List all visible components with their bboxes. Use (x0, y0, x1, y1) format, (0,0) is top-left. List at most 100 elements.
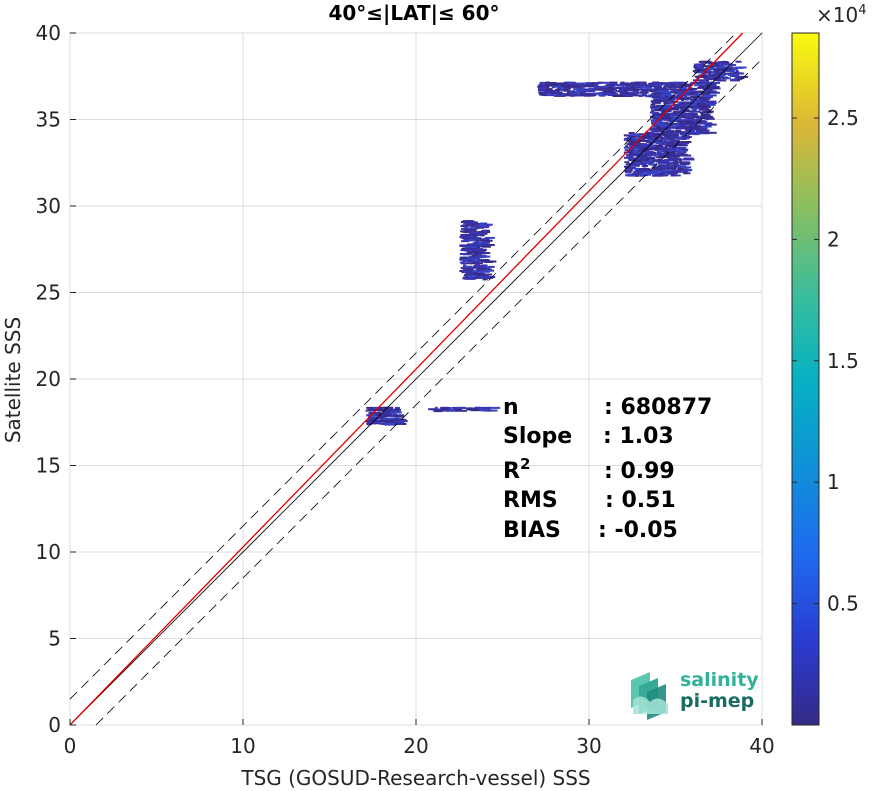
stat-label: RMS (503, 488, 558, 513)
density-cell (678, 137, 690, 140)
density-cell (438, 409, 450, 412)
density-cell (642, 148, 646, 151)
density-cell (667, 126, 674, 129)
density-cell (700, 99, 709, 102)
density-cell (655, 107, 659, 110)
density-cell (583, 85, 595, 88)
density-cell (679, 124, 685, 127)
density-cell (678, 123, 691, 125)
density-cell (652, 124, 660, 127)
density-cell (629, 150, 633, 153)
density-cell (465, 266, 472, 268)
density-cell (694, 93, 703, 96)
colorbar-tick-label: 2 (827, 227, 840, 251)
density-cell (664, 118, 676, 121)
density-cell (697, 126, 702, 129)
density-cell (638, 137, 650, 140)
density-cell (709, 81, 721, 84)
density-cell (689, 125, 700, 127)
density-cell (467, 251, 477, 254)
density-cell (706, 81, 710, 84)
density-cell (368, 416, 378, 419)
density-cell (616, 90, 626, 93)
colorbar-tick-label: 1 (827, 470, 840, 494)
density-cell (671, 134, 679, 137)
density-cell (698, 85, 705, 88)
density-cell (699, 111, 705, 114)
density-cell (667, 162, 679, 165)
density-cell (653, 168, 661, 171)
density-cell (645, 160, 656, 163)
density-cell (459, 261, 465, 264)
density-cell (568, 81, 572, 84)
density-cell (687, 113, 692, 116)
density-cell (395, 408, 399, 411)
density-cell (609, 84, 616, 87)
density-cell (576, 89, 585, 91)
density-cell (721, 63, 734, 66)
density-cell (479, 242, 490, 245)
density-cell (705, 131, 717, 134)
density-cell (680, 119, 693, 122)
density-cell (640, 155, 647, 158)
density-cell (538, 87, 547, 90)
density-cell (539, 92, 544, 95)
density-cell (476, 265, 486, 268)
density-cell (673, 159, 679, 162)
density-cell (657, 120, 663, 123)
density-cell (467, 270, 480, 273)
density-cell (680, 116, 686, 119)
density-cell (665, 142, 673, 145)
density-cell (478, 270, 490, 273)
density-cell (374, 422, 381, 425)
density-cell (669, 148, 678, 151)
density-cell (470, 225, 478, 228)
density-cell (641, 170, 646, 173)
density-cell (576, 89, 581, 92)
density-cell (701, 92, 711, 95)
density-cell (689, 126, 698, 129)
density-cell (647, 138, 659, 141)
density-cell (624, 165, 631, 168)
density-cell (651, 130, 662, 133)
density-cell (471, 237, 482, 240)
density-cell (661, 117, 670, 120)
density-cell (664, 151, 676, 154)
density-cell (651, 115, 658, 118)
density-cell (594, 84, 599, 87)
density-cell (650, 119, 659, 122)
density-cell (648, 136, 653, 139)
density-cell (699, 131, 709, 134)
density-cell (675, 129, 682, 132)
density-cell (673, 161, 683, 164)
density-cell (673, 155, 680, 158)
density-cell (701, 83, 706, 86)
density-cell (682, 171, 688, 174)
density-cell (441, 406, 449, 409)
density-cell (725, 70, 731, 72)
density-cell (628, 141, 638, 144)
density-cell (653, 99, 665, 101)
density-cell (671, 88, 676, 91)
density-cell (735, 66, 747, 69)
density-cell (567, 91, 571, 94)
density-cell (670, 161, 674, 164)
density-cell (478, 234, 484, 237)
colorbar-tick-label: 1.5 (827, 349, 859, 373)
density-cell (479, 226, 489, 229)
density-cell (669, 120, 674, 123)
density-cell (674, 140, 678, 143)
density-cell (671, 108, 680, 110)
density-cell (669, 100, 679, 103)
stat-value: : 0.99 (604, 459, 675, 484)
density-cell (625, 169, 631, 172)
density-cell (579, 93, 583, 96)
density-cell (732, 73, 739, 76)
logo-text-salinity: salinity (680, 669, 759, 691)
density-cell (646, 84, 657, 87)
density-cell (468, 275, 473, 278)
density-cell (654, 124, 667, 127)
density-cell (664, 88, 677, 91)
density-cell (608, 86, 612, 89)
density-cell (660, 153, 668, 156)
